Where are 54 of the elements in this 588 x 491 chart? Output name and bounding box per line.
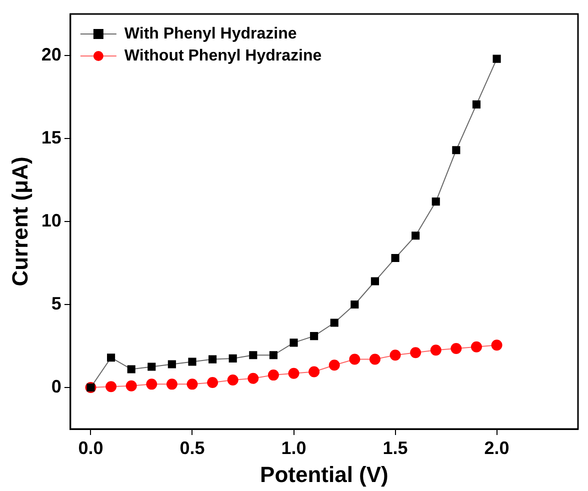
point (430, 344, 442, 356)
point (472, 100, 481, 109)
point (350, 300, 359, 309)
point (188, 358, 196, 366)
x-tick-label: 2.0 (484, 438, 510, 458)
point (390, 350, 401, 361)
x-tick-label: 0.5 (180, 438, 205, 458)
point (166, 378, 178, 390)
point (328, 360, 340, 371)
point (106, 354, 116, 362)
point (432, 198, 440, 206)
point (106, 381, 117, 392)
x-tick-label: 0.0 (78, 438, 104, 458)
point (492, 54, 501, 63)
point (228, 354, 237, 362)
point (268, 370, 279, 381)
point (127, 365, 136, 374)
point (208, 355, 217, 364)
point (450, 342, 462, 354)
y-tick-label: 5 (51, 293, 62, 314)
point (470, 341, 482, 352)
legend-label: With Phenyl Hydrazine (124, 25, 297, 42)
point (288, 368, 300, 379)
x-tick-label: 1.5 (382, 438, 408, 458)
point (370, 277, 380, 286)
y-tick-label: 10 (41, 210, 62, 230)
x-tick-label: 1.0 (281, 438, 306, 458)
y-tick-label: 0 (51, 376, 62, 396)
point (146, 378, 158, 390)
point (369, 354, 380, 365)
point (410, 347, 422, 358)
point (491, 340, 502, 351)
point (452, 146, 460, 154)
point (349, 354, 360, 365)
point (148, 362, 156, 371)
point (310, 332, 318, 340)
point (330, 318, 338, 327)
point (168, 360, 176, 368)
point (290, 338, 298, 347)
point (126, 380, 137, 392)
point (412, 232, 420, 240)
x-axis-title: Potential (V) (260, 462, 388, 487)
point (248, 372, 259, 384)
point (269, 351, 278, 360)
point (186, 378, 198, 390)
y-tick-label: 20 (41, 44, 62, 64)
point (308, 366, 320, 378)
y-tick-label: 15 (41, 127, 62, 148)
legend-label: Without Phenyl Hydrazine (124, 47, 322, 64)
y-axis-title: Current (μA) (7, 156, 32, 286)
point (227, 374, 238, 386)
point (391, 254, 400, 262)
point (249, 351, 258, 360)
point (207, 377, 218, 388)
